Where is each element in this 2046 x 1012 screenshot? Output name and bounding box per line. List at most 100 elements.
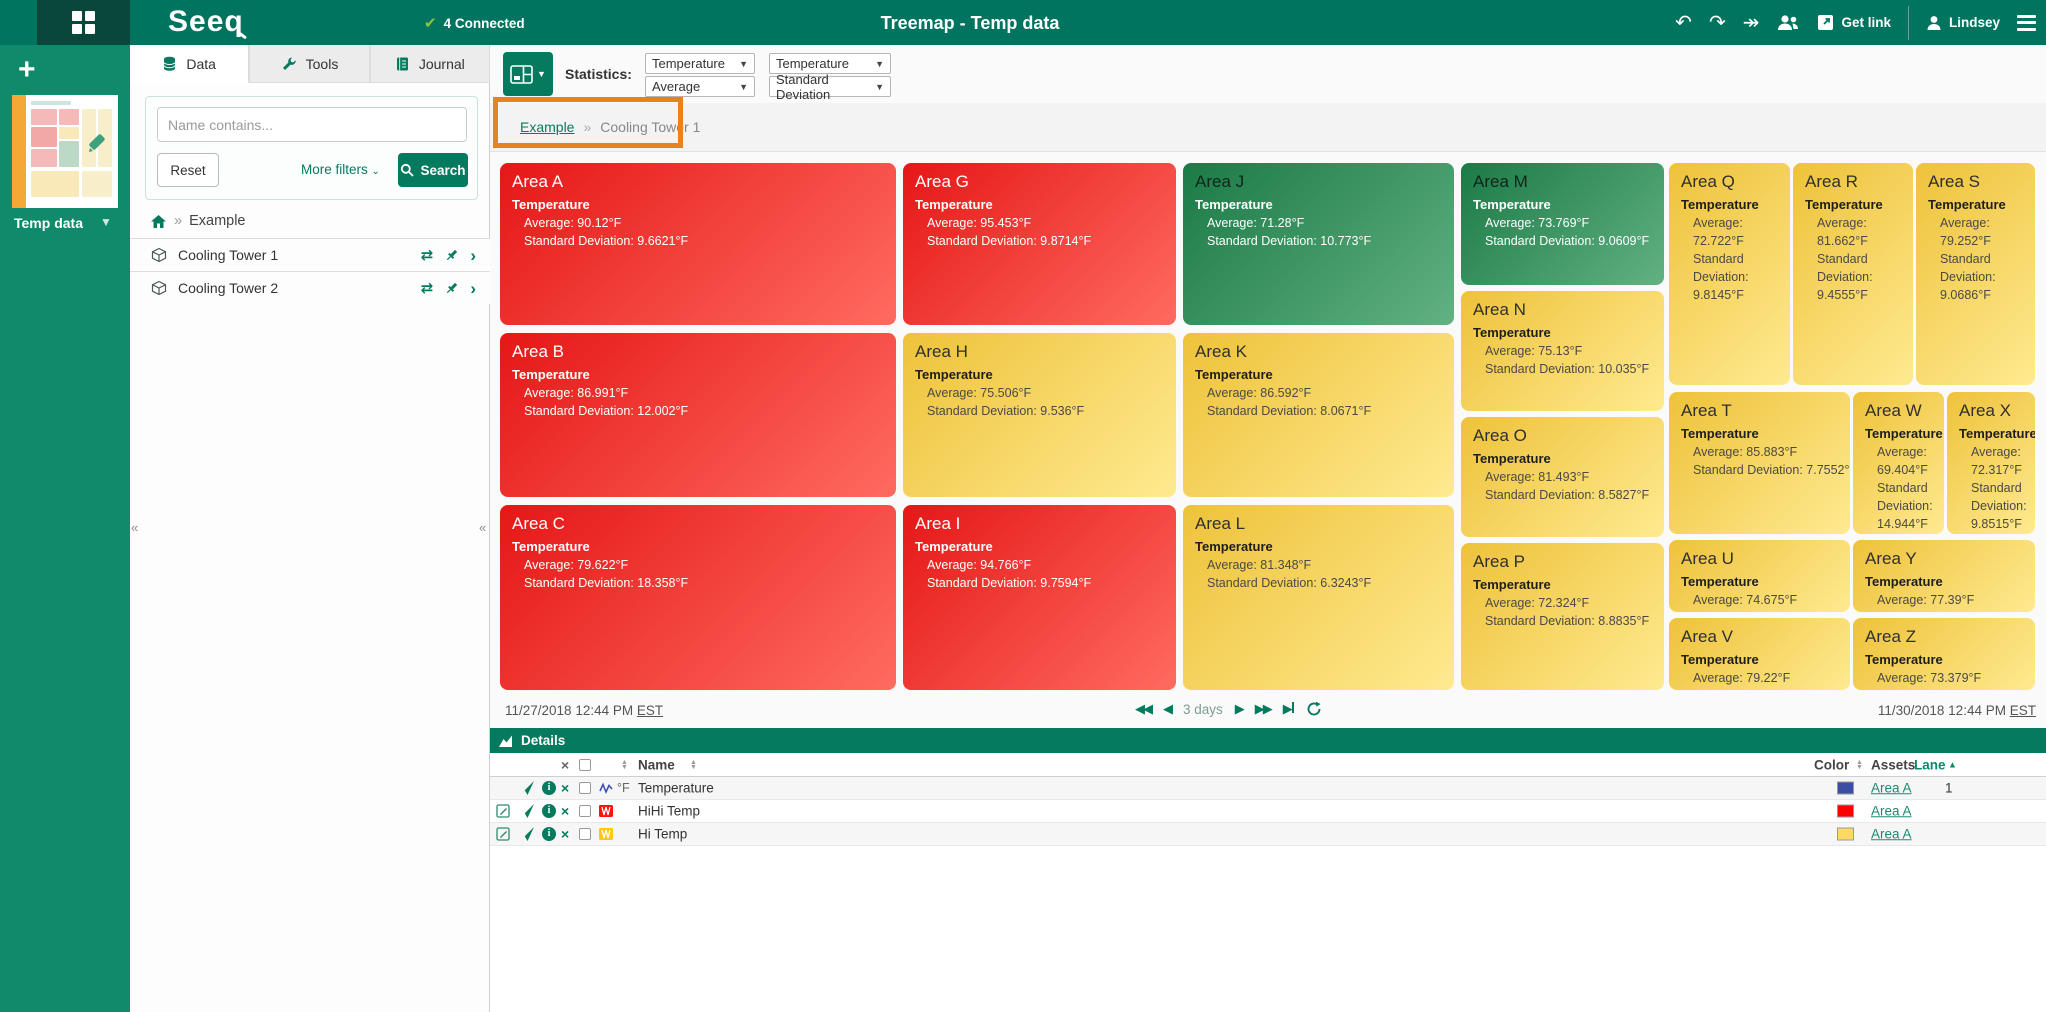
treemap-tile-area-k[interactable]: Area K Temperature Average: 86.592°F Standa… (1183, 333, 1454, 497)
name-contains-input[interactable] (157, 107, 467, 142)
treemap-tile-area-a[interactable]: Area A Temperature Average: 90.12°F Standar… (500, 163, 896, 325)
tree-root-label[interactable]: Example (189, 213, 246, 229)
asset-link[interactable]: Area A (1871, 780, 1912, 796)
connection-status[interactable]: ✔ 4 Connected (424, 14, 525, 32)
asset-item-cooling-tower-1[interactable]: Cooling Tower 1 ⇄ › (130, 238, 490, 271)
users-icon[interactable] (1776, 14, 1800, 32)
info-icon[interactable]: i (542, 781, 556, 795)
step-forward-full-button[interactable]: ▶▶ (1254, 701, 1273, 716)
row-checkbox[interactable] (579, 828, 591, 840)
trend-icon[interactable] (520, 804, 534, 818)
treemap-tile-area-t[interactable]: Area T Temperature Average: 85.883°F Standa… (1669, 392, 1850, 534)
worksheet-label[interactable]: Temp data (14, 215, 83, 231)
color-swatch[interactable] (1837, 827, 1854, 841)
sort-ascending-icon[interactable]: ▲ (1948, 759, 1957, 769)
remove-icon[interactable]: × (561, 826, 570, 842)
treemap-tile-area-r[interactable]: Area R Temperature Average: 81.662°F Standa… (1793, 163, 1913, 385)
asset-drilldown-icon[interactable]: › (470, 278, 476, 298)
select-all-checkbox[interactable] (579, 758, 591, 771)
color-swatch[interactable] (1837, 781, 1854, 795)
treemap-tile-area-o[interactable]: Area O Temperature Average: 81.493°F Standa… (1461, 417, 1664, 537)
details-header-bar[interactable]: Details (490, 728, 2046, 753)
remove-icon[interactable]: × (561, 780, 570, 796)
asset-swap-icon[interactable]: ⇄ (420, 247, 434, 264)
sort-icon[interactable]: ▲ ▼ (621, 758, 628, 771)
asset-link[interactable]: Area A (1871, 826, 1912, 842)
treemap-tile-area-j[interactable]: Area J Temperature Average: 71.28°F Standar… (1183, 163, 1454, 325)
sort-icon[interactable]: ▲ ▼ (1856, 758, 1863, 771)
home-icon[interactable] (150, 214, 167, 229)
treemap-tile-area-m[interactable]: Area M Temperature Average: 73.769°F Standa… (1461, 163, 1664, 285)
signal-select-1[interactable]: Temperature ▼ (645, 53, 755, 74)
treemap-tile-area-i[interactable]: Area I Temperature Average: 94.766°F Standa… (903, 505, 1176, 690)
step-back-full-button[interactable]: ◀◀ (1135, 701, 1153, 716)
edit-icon[interactable] (496, 827, 510, 841)
treemap-tile-area-h[interactable]: Area H Temperature Average: 75.506°F Standa… (903, 333, 1176, 497)
pin-icon[interactable] (444, 281, 459, 296)
info-icon[interactable]: i (542, 804, 556, 818)
name-column-header[interactable]: Name (638, 756, 675, 772)
more-filters-link[interactable]: More filters ⌄ (301, 162, 380, 177)
color-column-header[interactable]: Color (1814, 756, 1850, 772)
hamburger-menu-icon[interactable] (2017, 14, 2036, 31)
edit-icon[interactable] (496, 804, 510, 818)
treemap-tile-area-v[interactable]: Area V Temperature Average: 79.22°F (1669, 618, 1850, 690)
asset-drilldown-icon[interactable]: › (470, 245, 476, 265)
user-menu[interactable]: Lindsey (1926, 15, 2000, 31)
treemap-tile-area-g[interactable]: Area G Temperature Average: 95.453°F Standa… (903, 163, 1176, 325)
treemap-view-button[interactable]: ▼ (503, 52, 553, 96)
signal-select-2[interactable]: Temperature ▼ (769, 53, 891, 74)
statistic-select-1[interactable]: Average ▼ (645, 76, 755, 97)
get-link-button[interactable]: Get link (1817, 14, 1891, 31)
treemap-tile-area-x[interactable]: Area X Temperature Average: 72.317°F Standa… (1947, 392, 2035, 534)
tab-data[interactable]: Data (130, 45, 250, 83)
lane-column-header[interactable]: Lane (1914, 756, 1946, 772)
pin-icon[interactable] (444, 248, 459, 263)
tab-journal[interactable]: Journal (369, 45, 490, 83)
forward-all-icon[interactable]: ↠ (1742, 11, 1760, 34)
treemap-tile-area-n[interactable]: Area N Temperature Average: 75.13°F Standar… (1461, 291, 1664, 411)
color-swatch[interactable] (1837, 804, 1854, 818)
step-to-end-button[interactable]: ▶ (1283, 701, 1295, 717)
app-switcher-button[interactable] (37, 0, 130, 45)
trend-icon[interactable] (520, 781, 534, 795)
treemap-tile-area-s[interactable]: Area S Temperature Average: 79.252°F Standa… (1916, 163, 2035, 385)
sort-icon[interactable]: ▲ ▼ (690, 758, 697, 771)
step-back-button[interactable]: ◀ (1163, 701, 1173, 716)
worksheet-thumbnail[interactable] (26, 95, 118, 208)
row-checkbox[interactable] (579, 782, 591, 794)
seeq-logo[interactable]: Seeq (168, 5, 247, 40)
treemap-tile-area-w[interactable]: Area W Temperature Average: 69.404°F Standa… (1853, 392, 1944, 534)
search-button[interactable]: Search (398, 153, 468, 187)
info-icon[interactable]: i (542, 827, 556, 841)
treemap-tile-area-y[interactable]: Area Y Temperature Average: 77.39°F (1853, 540, 2035, 612)
statistic-select-2[interactable]: Standard Deviation ▼ (769, 72, 891, 102)
redo-icon[interactable]: ↷ (1708, 11, 1726, 34)
treemap-tile-area-q[interactable]: Area Q Temperature Average: 72.722°F Standa… (1669, 163, 1790, 385)
treemap-tile-area-b[interactable]: Area B Temperature Average: 86.991°F Standa… (500, 333, 896, 497)
remove-icon[interactable]: × (561, 803, 570, 819)
row-checkbox[interactable] (579, 805, 591, 817)
asset-item-cooling-tower-2[interactable]: Cooling Tower 2 ⇄ › (130, 271, 490, 304)
worksheet-chevron-down-icon[interactable]: ▼ (100, 215, 112, 229)
collapse-panel-handle[interactable]: « (479, 520, 487, 535)
asset-swap-icon[interactable]: ⇄ (420, 280, 434, 297)
undo-icon[interactable]: ↶ (1675, 11, 1692, 34)
trend-icon[interactable] (520, 827, 534, 841)
reset-button[interactable]: Reset (157, 153, 219, 187)
refresh-icon[interactable] (1306, 701, 1322, 717)
assets-column-header[interactable]: Assets (1871, 756, 1916, 772)
step-forward-button[interactable]: ▶ (1234, 701, 1245, 716)
treemap-tile-area-l[interactable]: Area L Temperature Average: 81.348°F Standa… (1183, 505, 1454, 690)
collapse-rail-handle[interactable]: « (131, 520, 139, 535)
end-timezone-link[interactable]: EST (2009, 703, 2036, 718)
remove-all-icon[interactable]: × (561, 756, 570, 773)
breadcrumb-root-link[interactable]: Example (520, 119, 575, 135)
asset-link[interactable]: Area A (1871, 803, 1912, 819)
treemap-tile-area-u[interactable]: Area U Temperature Average: 74.675°F (1669, 540, 1850, 612)
start-timezone-link[interactable]: EST (636, 703, 664, 718)
new-worksheet-button[interactable]: + (18, 53, 36, 86)
tab-tools[interactable]: Tools (249, 45, 370, 83)
treemap-tile-area-p[interactable]: Area P Temperature Average: 72.324°F Standa… (1461, 543, 1664, 690)
treemap-tile-area-z[interactable]: Area Z Temperature Average: 73.379°F (1853, 618, 2035, 690)
